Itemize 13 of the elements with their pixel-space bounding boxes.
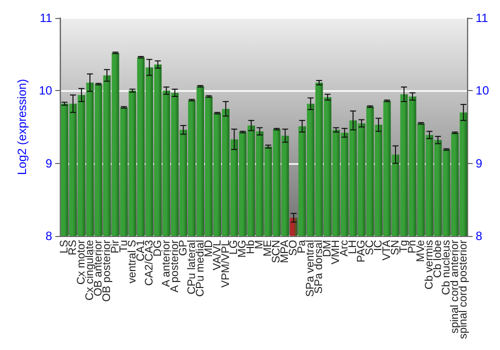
x-tick-label: A posterior xyxy=(168,240,181,293)
x-tick-label: OB posterior xyxy=(100,240,113,302)
y2-tick-label: 9 xyxy=(476,156,483,170)
y-tick-label: 10 xyxy=(38,84,53,98)
y-tick-label: 8 xyxy=(46,228,53,243)
x-tick-label: Tg xyxy=(398,240,410,253)
x-tick-label: spinal cord posterior xyxy=(457,240,470,340)
y-tick-label: 9 xyxy=(46,156,53,170)
y2-tick-label: 8 xyxy=(476,228,483,243)
y2-tick-label: 11 xyxy=(476,11,488,25)
y-tick-label: 11 xyxy=(40,11,53,25)
y2-tick-label: 10 xyxy=(476,84,490,98)
y-axis-title: Log2 (expression) xyxy=(15,78,29,176)
